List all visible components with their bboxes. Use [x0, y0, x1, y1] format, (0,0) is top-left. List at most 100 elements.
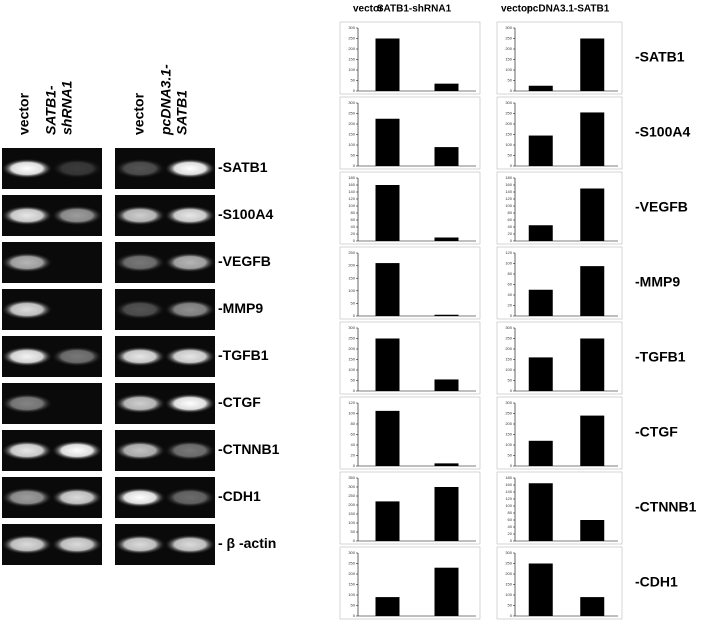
y-tick-label: 250 — [505, 111, 512, 116]
bar — [528, 357, 553, 391]
row-label: -CTNNB1 — [635, 499, 697, 515]
y-tick-label: 250 — [348, 111, 355, 116]
gel-band — [114, 534, 166, 555]
y-tick-label: 200 — [505, 346, 512, 351]
chart-frame — [496, 321, 623, 395]
gel-band — [51, 205, 103, 226]
bar — [375, 597, 400, 616]
y-tick-label: 0 — [510, 613, 513, 618]
gel-band — [114, 346, 166, 367]
y-tick-label: 80 — [508, 271, 513, 276]
y-tick-label: 250 — [505, 561, 512, 566]
y-tick-label: 0 — [510, 163, 513, 168]
bar — [375, 410, 400, 466]
y-tick-label: 60 — [508, 217, 513, 222]
y-tick-label: 100 — [348, 411, 355, 416]
y-tick-label: 140 — [348, 189, 355, 194]
column-header: vector — [501, 4, 531, 15]
y-tick-label: 200 — [348, 46, 355, 51]
y-tick-label: 100 — [348, 592, 355, 597]
chart-frame — [339, 21, 481, 95]
lane-label: vector — [131, 92, 147, 135]
y-tick-label: 180 — [505, 175, 512, 180]
y-tick-label: 120 — [348, 196, 355, 201]
y-tick-label: 300 — [348, 100, 355, 105]
y-tick-label: 60 — [508, 517, 513, 522]
y-tick-label: 150 — [505, 432, 512, 437]
gel-band — [164, 393, 216, 414]
y-tick-label: 100 — [505, 261, 512, 266]
gene-label: -MMP9 — [218, 300, 263, 316]
column-header: SATB1-shRNA1 — [377, 4, 452, 15]
y-tick-label: 60 — [351, 432, 356, 437]
bar — [580, 597, 605, 616]
chart-frame — [496, 96, 623, 170]
gel-band — [164, 252, 216, 273]
y-tick-label: 100 — [348, 367, 355, 372]
chart-frame — [496, 546, 623, 620]
gel-band — [51, 487, 103, 508]
bar — [528, 563, 553, 616]
y-tick-label: 50 — [508, 153, 513, 158]
row-label: -S100A4 — [635, 124, 690, 140]
lane-label: vector — [16, 92, 32, 135]
y-tick-label: 40 — [508, 224, 513, 229]
gene-label: -S100A4 — [218, 206, 273, 222]
y-tick-label: 0 — [353, 163, 356, 168]
y-tick-label: 120 — [348, 400, 355, 405]
y-tick-label: 0 — [353, 238, 356, 243]
y-tick-label: 0 — [510, 463, 513, 468]
bar — [434, 237, 459, 241]
y-tick-label: 100 — [348, 203, 355, 208]
gel-band — [114, 487, 166, 508]
y-tick-label: 20 — [351, 231, 356, 236]
bar — [580, 188, 605, 241]
y-tick-label: 160 — [348, 182, 355, 187]
y-tick-label: 100 — [505, 203, 512, 208]
bar — [434, 379, 459, 391]
gene-label: -CTNNB1 — [218, 441, 280, 457]
y-tick-label: 150 — [505, 357, 512, 362]
y-tick-label: 0 — [353, 613, 356, 618]
y-tick-label: 250 — [505, 36, 512, 41]
y-tick-label: 140 — [505, 189, 512, 194]
y-tick-label: 300 — [505, 550, 512, 555]
y-tick-label: 20 — [508, 531, 513, 536]
lane-label: shRNA1 — [59, 80, 75, 135]
gel-band — [164, 346, 216, 367]
chart-frame — [339, 246, 481, 320]
y-tick-label: 350 — [348, 475, 355, 480]
y-tick-label: 40 — [351, 224, 356, 229]
chart-frame — [496, 471, 623, 545]
gel-band — [1, 346, 53, 367]
y-tick-label: 150 — [348, 132, 355, 137]
gel-band — [1, 158, 53, 179]
gel-band — [164, 158, 216, 179]
bar — [434, 314, 459, 316]
gel-band — [114, 205, 166, 226]
y-tick-label: 80 — [351, 210, 356, 215]
y-tick-label: 300 — [505, 400, 512, 405]
lane-label: SATB1 — [174, 90, 190, 135]
y-tick-label: 250 — [348, 561, 355, 566]
y-tick-label: 250 — [348, 250, 355, 255]
lane-label: pcDNA3.1- — [158, 64, 174, 136]
y-tick-label: 150 — [348, 511, 355, 516]
y-tick-label: 0 — [353, 463, 356, 468]
gene-label: - β -actin — [218, 535, 276, 551]
gel-band — [1, 205, 53, 226]
bar — [375, 338, 400, 391]
y-tick-label: 100 — [505, 142, 512, 147]
gel-band — [114, 440, 166, 461]
bar — [434, 147, 459, 166]
y-tick-label: 100 — [505, 367, 512, 372]
y-tick-label: 100 — [348, 142, 355, 147]
y-tick-label: 60 — [508, 282, 513, 287]
chart-frame — [339, 96, 481, 170]
y-tick-label: 60 — [351, 217, 356, 222]
bar — [528, 289, 553, 316]
y-tick-label: 180 — [505, 475, 512, 480]
row-label: -VEGFB — [635, 199, 688, 215]
gel-band — [1, 487, 53, 508]
bar — [580, 112, 605, 166]
